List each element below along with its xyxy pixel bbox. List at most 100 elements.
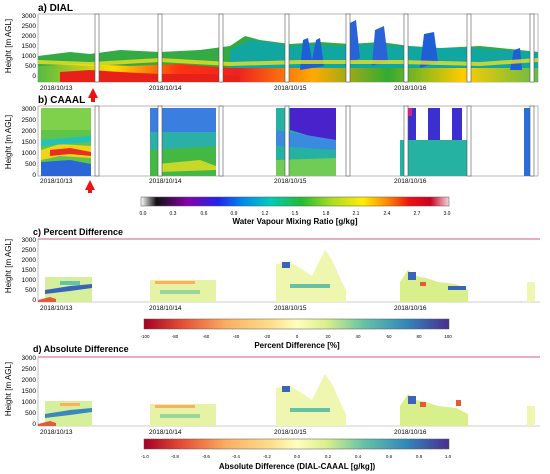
y-tick: 2500 xyxy=(22,366,37,373)
gap-bar xyxy=(94,13,100,83)
panel-d-data xyxy=(38,374,535,426)
colorbar-wv-label: Water Vapour Mixing Ratio [g/kg] xyxy=(232,217,357,226)
panel-c-data xyxy=(38,250,535,302)
caaal-block-1-red xyxy=(50,148,91,156)
x-tick: 2018/10/15 xyxy=(274,429,307,436)
y-tick: 2000 xyxy=(22,128,37,135)
colorbar-pct: -100 -80 -60 -40 -20 0 20 40 60 80 100 P… xyxy=(140,318,452,350)
abs-block-5 xyxy=(527,406,535,426)
pct-block-4-red xyxy=(420,282,426,286)
gap-bar xyxy=(157,13,163,83)
x-tick: 2018/10/14 xyxy=(149,429,182,436)
cbar-tick: -40 xyxy=(233,334,240,339)
y-tick: 2500 xyxy=(22,117,37,124)
gap-bar xyxy=(345,13,351,83)
red-up-arrow-icon xyxy=(88,88,98,102)
x-tick: 2018/10/16 xyxy=(394,305,427,312)
gap-bar xyxy=(466,105,472,177)
caaal-block-1-blue xyxy=(41,160,91,176)
x-tick: 2018/10/13 xyxy=(40,305,73,312)
cbar-tick: -20 xyxy=(264,334,271,339)
panel-b-title: b) CAAAL xyxy=(38,95,85,106)
panel-b-ylabel: Height [m AGL] xyxy=(4,115,13,169)
x-tick: 2018/10/16 xyxy=(394,85,427,92)
y-tick: 1500 xyxy=(22,139,37,146)
cbar-tick: -0.6 xyxy=(202,454,210,459)
dial-red-core xyxy=(60,70,240,82)
gap-bar xyxy=(218,105,224,177)
y-tick: 1000 xyxy=(22,53,37,60)
pct-block-5 xyxy=(527,282,535,302)
x-tick: 2018/10/15 xyxy=(274,85,307,92)
cbar-tick: 0.9 xyxy=(231,211,238,217)
cbar-tick: 1.5 xyxy=(292,211,299,217)
gap-bar xyxy=(403,105,409,177)
cbar-tick: 0.0 xyxy=(294,454,301,459)
abs-block-1-orange xyxy=(60,403,80,406)
pct-block-3 xyxy=(276,250,346,302)
abs-block-2-green xyxy=(160,414,200,418)
y-tick: 0 xyxy=(32,172,36,179)
x-tick: 2018/10/16 xyxy=(394,429,427,436)
gap-bar xyxy=(529,105,535,177)
panel-c-ylabel: Height [m AGL] xyxy=(4,239,13,293)
panel-d: d) Absolute Difference Height [m AGL] 30… xyxy=(4,344,540,436)
abs-red-lowband xyxy=(38,421,56,426)
y-tick: 500 xyxy=(25,410,36,417)
cbar-tick: 3.0 xyxy=(444,211,451,217)
cbar-tick: 2.4 xyxy=(384,211,391,217)
cbar-tick: 0 xyxy=(296,334,299,339)
cbar-tick: 0.4 xyxy=(355,454,362,459)
y-tick: 1000 xyxy=(22,277,37,284)
y-tick: 2000 xyxy=(22,377,37,384)
caaal-block-3-light xyxy=(276,158,336,176)
caaal-block-1-cyan xyxy=(41,136,91,146)
cbar-tick: 0.2 xyxy=(325,454,332,459)
x-tick: 2018/10/16 xyxy=(394,178,427,185)
pct-block-3-teal xyxy=(290,284,330,288)
gap-bar xyxy=(94,105,100,177)
abs-block-4-red-2 xyxy=(456,400,461,406)
y-tick: 3000 xyxy=(22,355,37,362)
gap-bar xyxy=(345,105,351,177)
pct-block-4 xyxy=(400,270,468,302)
dial-blue-tower-5 xyxy=(510,48,522,70)
x-tick: 2018/10/13 xyxy=(40,429,73,436)
y-tick: 1000 xyxy=(22,150,37,157)
cbar-tick: -80 xyxy=(172,334,179,339)
cbar-tick: 0.3 xyxy=(170,211,177,217)
pct-red-lowband xyxy=(38,297,56,302)
gap-bar xyxy=(529,13,535,83)
panel-c-title: c) Percent Difference xyxy=(33,227,123,237)
colorbar-abs-ticks: -1.0 -0.8 -0.6 -0.4 -0.2 0.0 0.2 0.4 0.6… xyxy=(141,454,452,459)
y-tick: 1500 xyxy=(22,267,37,274)
abs-block-3-blue xyxy=(282,386,290,392)
abs-block-1-teal xyxy=(45,408,92,418)
x-tick: 2018/10/14 xyxy=(149,305,182,312)
cbar-tick: 2.1 xyxy=(353,211,360,217)
panel-b-gaps xyxy=(94,105,535,177)
cbar-tick: 0.8 xyxy=(416,454,423,459)
pct-block-1-teal xyxy=(60,281,80,285)
pct-block-2-green xyxy=(160,290,200,294)
cbar-tick: 80 xyxy=(416,334,422,339)
cbar-tick: -0.2 xyxy=(263,454,271,459)
y-tick: 2500 xyxy=(22,23,37,30)
dial-blue-tower-3 xyxy=(372,26,388,66)
y-tick: 1500 xyxy=(22,43,37,50)
cbar-tick: -1.0 xyxy=(141,454,149,459)
pct-block-3-blue xyxy=(282,262,290,268)
y-tick: 0 xyxy=(32,297,36,304)
panel-d-title: d) Absolute Difference xyxy=(33,344,129,354)
colorbar-abs-label: Absolute Difference (DIAL-CAAAL [g/kg]) xyxy=(219,462,376,471)
y-tick: 0 xyxy=(32,73,36,80)
pct-block-4-blue xyxy=(408,272,416,280)
cbar-tick: 0.6 xyxy=(201,211,208,217)
cbar-tick: -60 xyxy=(203,334,210,339)
abs-block-4-red xyxy=(420,402,426,407)
panel-a-ylabel: Height [m AGL] xyxy=(4,19,13,73)
y-tick: 1000 xyxy=(22,399,37,406)
cbar-tick: 20 xyxy=(325,334,331,339)
gap-bar xyxy=(284,13,290,83)
